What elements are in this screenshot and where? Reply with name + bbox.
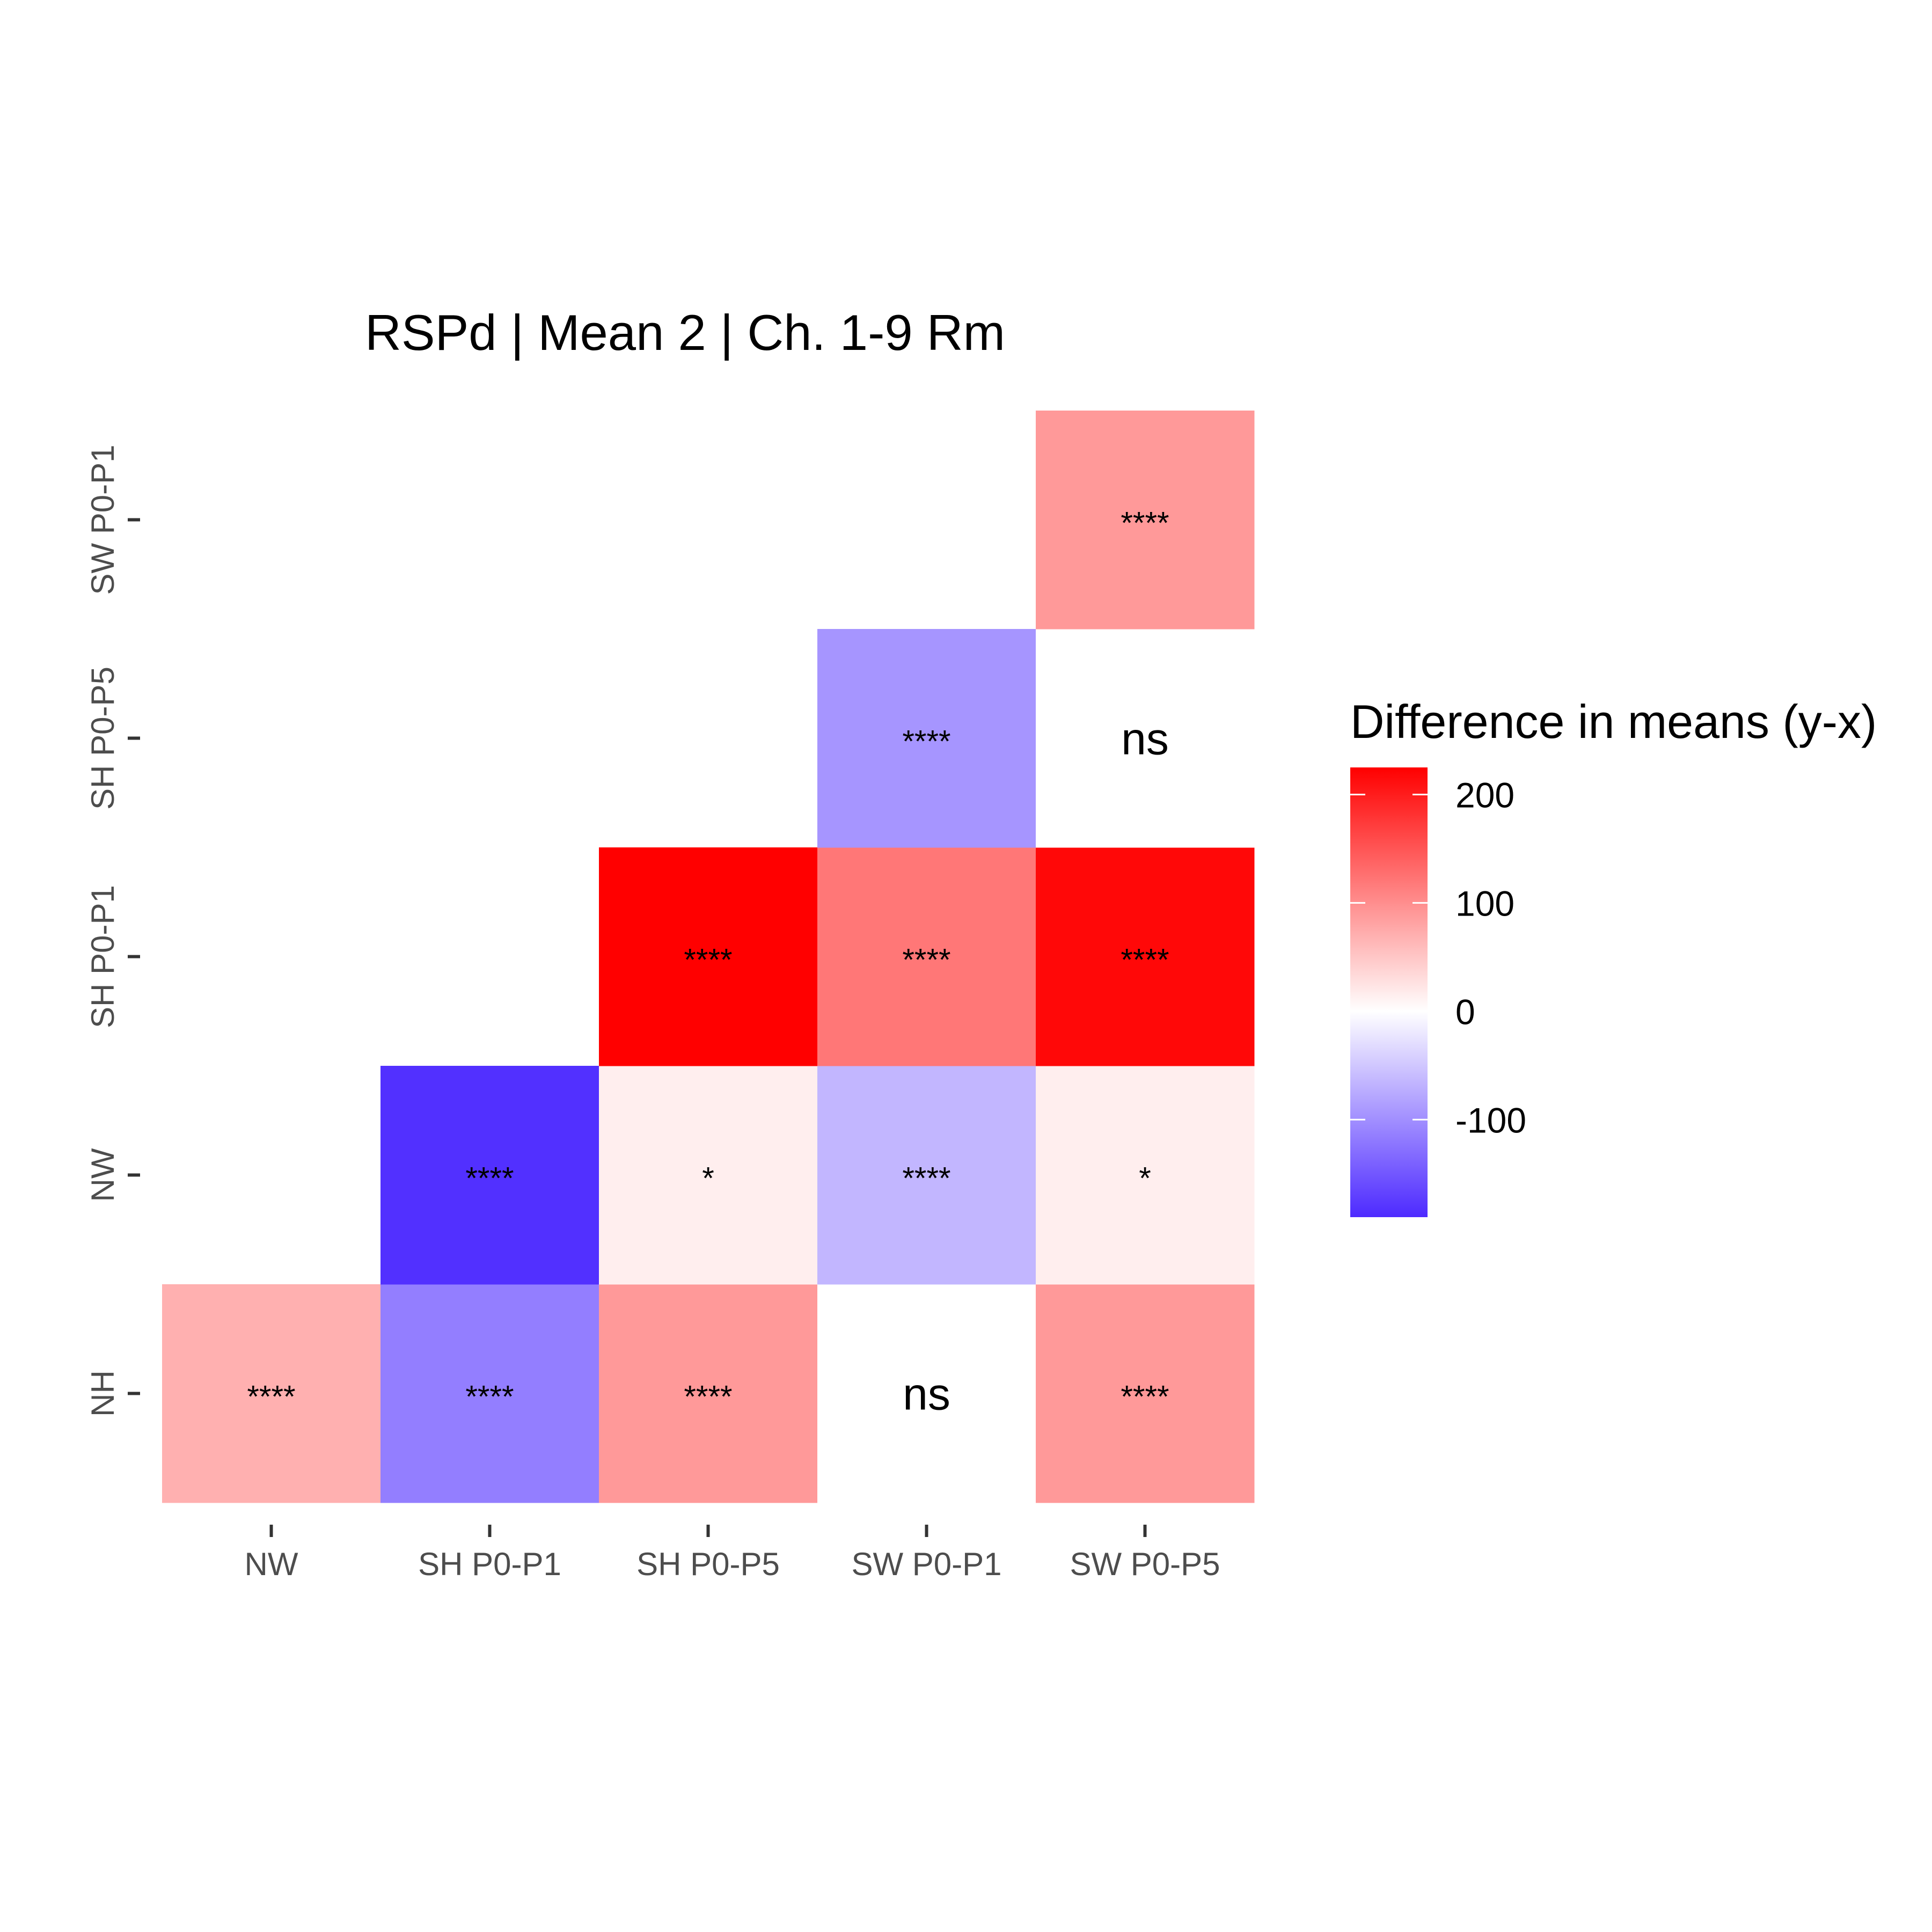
heatmap-cell-nw-vs-sw-p0-p1 <box>817 1066 1036 1285</box>
x-tick-label: SW P0-P1 <box>851 1546 1001 1582</box>
heatmap-cells <box>162 411 1255 1503</box>
heatmap-cell-sh-p0-p5-vs-sw-p0-p5 <box>1036 629 1255 848</box>
cell-label: **** <box>465 1380 514 1415</box>
heatmap-cell-nh-vs-nw <box>162 1284 381 1503</box>
x-tick-label: SH P0-P1 <box>418 1546 561 1582</box>
y-tick-label: SH P0-P1 <box>85 885 121 1028</box>
heatmap-cell-nh-vs-sw-p0-p1 <box>817 1284 1036 1503</box>
heatmap-cell-sh-p0-p1-vs-sw-p0-p5 <box>1036 847 1255 1066</box>
legend-colorbar <box>1350 767 1428 1217</box>
heatmap-cell-sh-p0-p1-vs-sh-p0-p5 <box>599 847 818 1066</box>
heatmap-cell-nw-vs-sh-p0-p1 <box>380 1066 599 1285</box>
legend-title: Difference in means (y-x) <box>1350 695 1877 748</box>
x-axis: NW SH P0-P1 SH P0-P5 SW P0-P1 SW P0-P5 <box>245 1525 1220 1582</box>
y-tick-label: NH <box>85 1370 121 1417</box>
heatmap-cell-nh-vs-sw-p0-p5 <box>1036 1284 1255 1503</box>
x-tick-label: SH P0-P5 <box>636 1546 780 1582</box>
heatmap-cell-sh-p0-p5-vs-sw-p0-p1 <box>817 629 1036 848</box>
legend-break-label: 100 <box>1455 883 1514 923</box>
heatmap-cell-nh-vs-sh-p0-p5 <box>599 1284 818 1503</box>
legend-break-label: -100 <box>1455 1100 1526 1140</box>
heatmap-cell-nh-vs-sh-p0-p1 <box>380 1284 599 1503</box>
legend-break-label: 0 <box>1455 992 1475 1031</box>
cell-label: **** <box>1121 1380 1169 1415</box>
y-tick-label: SH P0-P5 <box>85 667 121 810</box>
heatmap-cell-sw-p0-p1-vs-sw-p0-p5 <box>1036 411 1255 630</box>
cell-label: **** <box>902 724 950 759</box>
heatmap-cell-nw-vs-sh-p0-p5 <box>599 1066 818 1285</box>
x-tick-label: NW <box>245 1546 298 1582</box>
cell-label: **** <box>1121 943 1169 978</box>
cell-label: **** <box>1121 506 1169 541</box>
y-axis: NH NW SH P0-P1 SH P0-P5 SW P0-P1 <box>85 444 140 1417</box>
cell-label: * <box>702 1161 714 1196</box>
cell-label: **** <box>902 943 950 978</box>
cell-label: **** <box>684 943 732 978</box>
heatmap-cell-nw-vs-sw-p0-p5 <box>1036 1066 1255 1285</box>
cell-label: **** <box>684 1380 732 1415</box>
heatmap-cell-sh-p0-p1-vs-sw-p0-p1 <box>817 847 1036 1066</box>
cell-label: **** <box>247 1380 295 1415</box>
x-tick-label: SW P0-P5 <box>1070 1546 1220 1582</box>
chart-title: RSPd | Mean 2 | Ch. 1-9 Rm <box>365 304 1005 361</box>
legend: Difference in means (y-x) 200 100 0 -100 <box>1350 695 1877 1217</box>
cell-label: **** <box>902 1161 950 1196</box>
legend-break-label: 200 <box>1455 775 1514 815</box>
cell-label: * <box>1139 1161 1151 1196</box>
y-tick-label: SW P0-P1 <box>85 444 121 595</box>
y-tick-label: NW <box>85 1148 121 1202</box>
legend-ticks: 200 100 0 -100 <box>1350 775 1526 1140</box>
cell-label: ns <box>1121 714 1169 764</box>
significance-labels: **** **** **** ns ******** * **** ***** **** ****… <box>247 506 1169 1419</box>
cell-label: **** <box>465 1161 514 1196</box>
cell-label: ns <box>903 1369 950 1419</box>
